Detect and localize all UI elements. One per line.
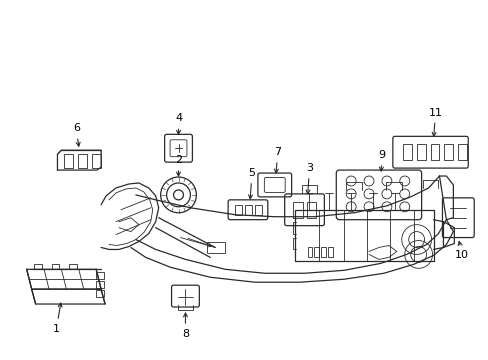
Bar bbox=[244, 205, 251, 215]
Bar bbox=[402, 144, 411, 160]
Text: 1: 1 bbox=[53, 303, 62, 334]
Bar bbox=[92, 154, 101, 168]
Bar bbox=[96, 290, 104, 297]
Bar bbox=[314, 247, 319, 257]
Text: 8: 8 bbox=[182, 313, 189, 339]
Text: 7: 7 bbox=[274, 147, 281, 173]
Bar bbox=[78, 154, 87, 168]
Bar bbox=[235, 205, 242, 215]
Text: 11: 11 bbox=[427, 108, 442, 136]
Bar bbox=[254, 205, 262, 215]
Bar bbox=[306, 202, 316, 218]
Text: 10: 10 bbox=[454, 242, 468, 260]
Bar bbox=[207, 242, 224, 253]
Bar bbox=[292, 202, 302, 218]
Bar bbox=[321, 247, 325, 257]
Bar bbox=[327, 247, 333, 257]
Text: 4: 4 bbox=[175, 113, 182, 134]
Bar bbox=[96, 281, 104, 288]
Bar bbox=[96, 272, 104, 279]
Bar bbox=[444, 144, 452, 160]
Bar bbox=[429, 144, 439, 160]
Text: 3: 3 bbox=[305, 163, 312, 194]
Bar bbox=[416, 144, 425, 160]
Text: 9: 9 bbox=[378, 150, 385, 171]
Text: 6: 6 bbox=[73, 123, 80, 146]
Bar bbox=[457, 144, 467, 160]
Text: 5: 5 bbox=[248, 168, 255, 199]
Text: 2: 2 bbox=[175, 155, 182, 176]
Bar bbox=[64, 154, 73, 168]
Bar bbox=[307, 247, 312, 257]
